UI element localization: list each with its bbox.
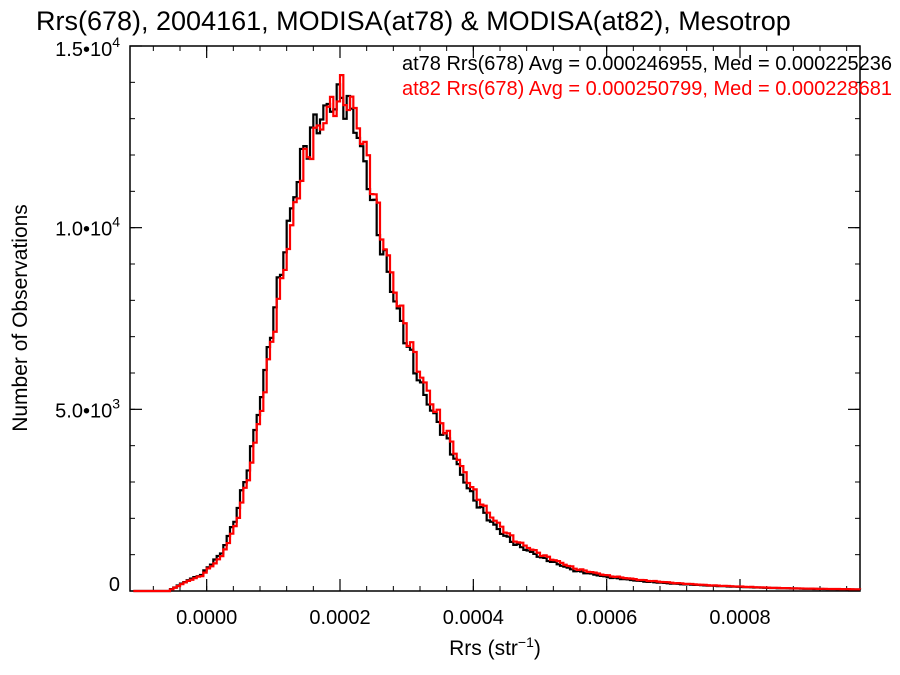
y-tick-label: 1.0•104 <box>55 214 120 241</box>
x-tick-label: 0.0000 <box>176 607 237 629</box>
series-layer <box>133 74 862 593</box>
plot-frame <box>129 45 861 592</box>
x-axis-label-text: Rrs (str <box>449 637 518 660</box>
chart-title: Rrs(678), 2004161, MODISA(at78) & MODISA… <box>36 6 791 36</box>
plot-area <box>129 45 861 592</box>
x-axis-label-close: ) <box>534 637 541 660</box>
legend-entry-at78: at78 Rrs(678) Avg = 0.000246955, Med = 0… <box>402 53 892 75</box>
x-tick-label: 0.0008 <box>709 607 770 629</box>
legend: at78 Rrs(678) Avg = 0.000246955, Med = 0… <box>402 53 892 100</box>
series-at78-line <box>133 83 862 593</box>
y-axis: 0 5.0•103 1.0•104 1.5•104 <box>55 34 860 596</box>
x-tick-label: 0.0002 <box>309 607 370 629</box>
legend-entry-at82: at82 Rrs(678) Avg = 0.000250799, Med = 0… <box>402 78 892 100</box>
x-tick-label: 0.0006 <box>576 607 637 629</box>
y-tick-label: 1.5•104 <box>55 34 120 61</box>
y-tick-label: 0 <box>109 574 120 596</box>
series-at82-line <box>133 74 862 593</box>
x-axis-label-superscript: −1 <box>518 634 534 650</box>
x-axis-label: Rrs (str−1) <box>449 634 541 660</box>
y-tick-label: 5.0•103 <box>55 395 120 422</box>
x-axis: 0.0000 0.0002 0.0004 0.0006 0.0008 <box>152 46 848 629</box>
y-axis-label: Number of Observations <box>9 204 32 432</box>
x-tick-label: 0.0004 <box>443 607 504 629</box>
